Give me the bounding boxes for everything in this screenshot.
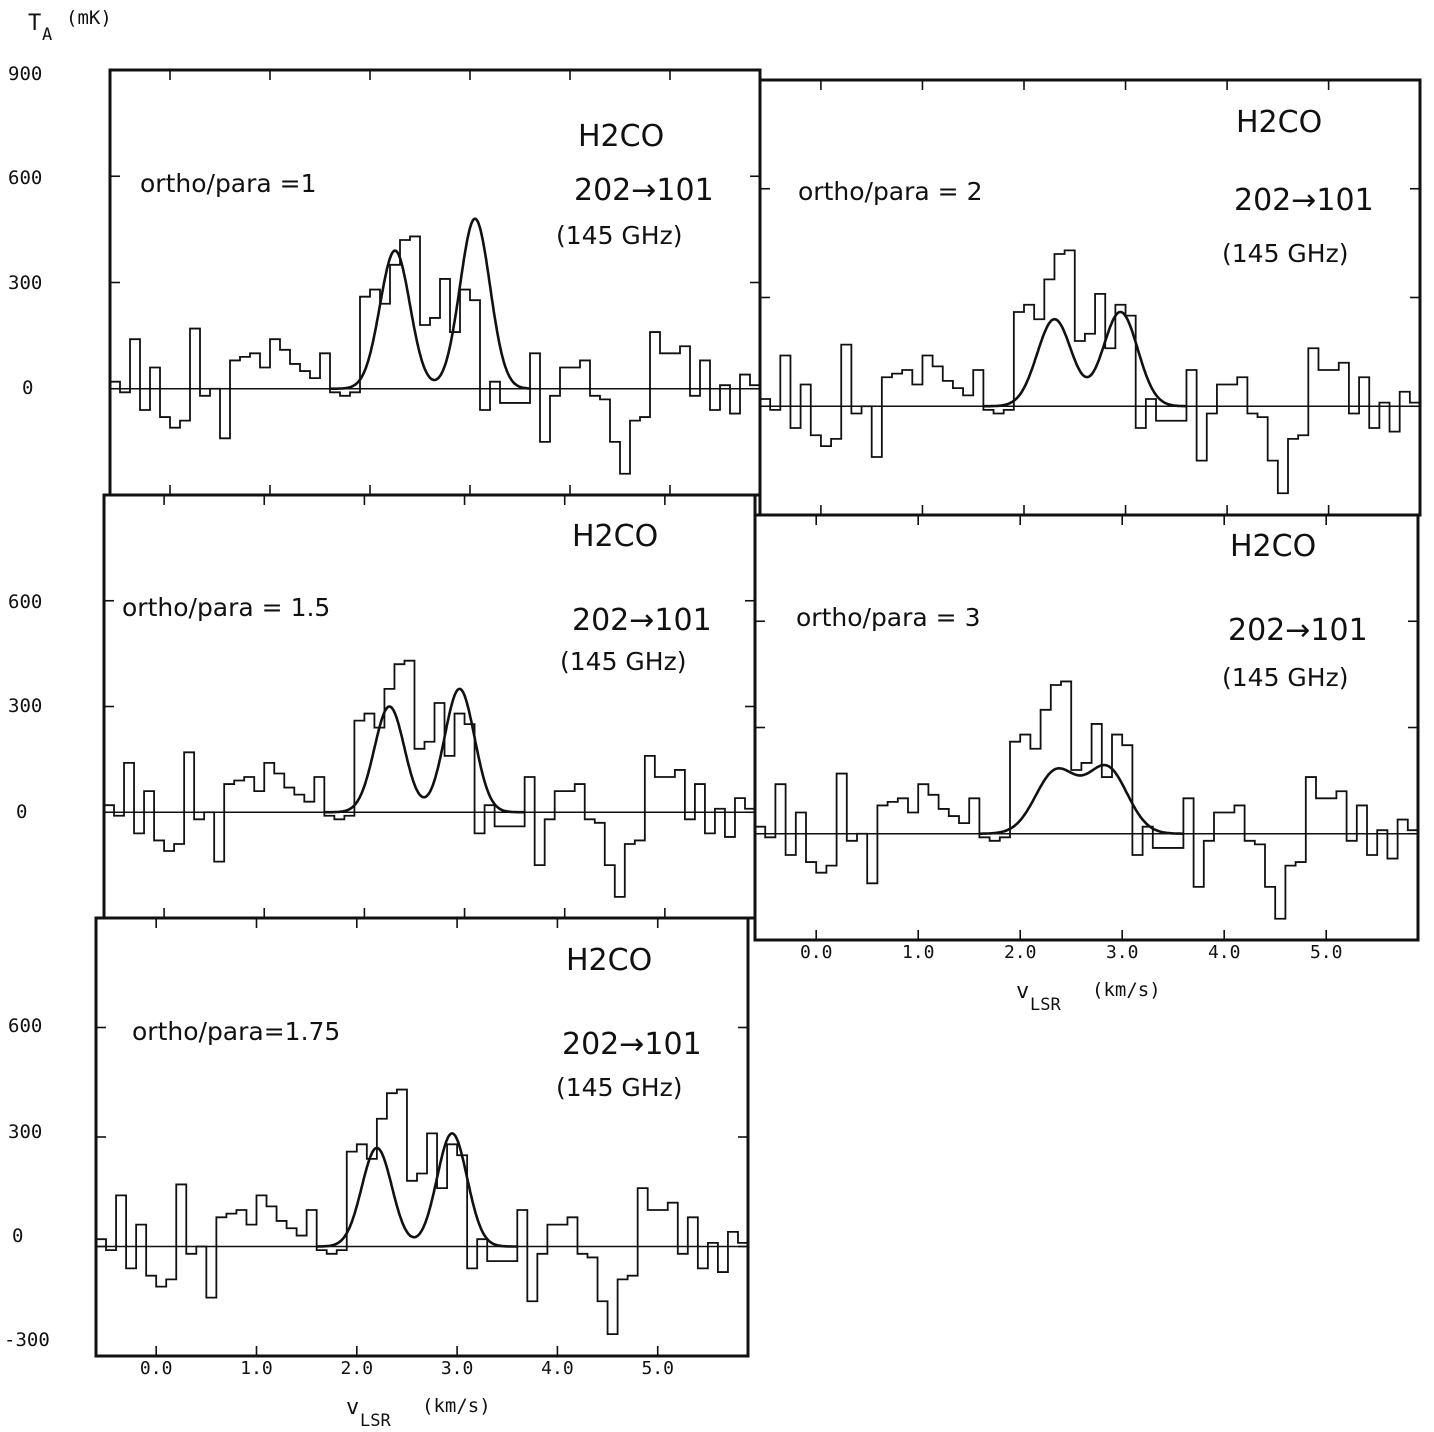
- transition-label: 202→101: [572, 603, 712, 638]
- x-axis-label-subscript-right: LSR: [1030, 995, 1061, 1015]
- fit-curve: [324, 687, 525, 814]
- fit-curve: [983, 310, 1187, 408]
- x-axis-unit-right: (km/s): [1092, 979, 1161, 1001]
- molecule-label: H2CO: [566, 943, 652, 978]
- y-tick-label: 0: [16, 801, 27, 823]
- y-tick-label: 600: [8, 591, 42, 613]
- fit-curve: [330, 217, 530, 390]
- panel-frame: [753, 513, 1420, 942]
- spectrum-panel: ortho/para = 1.5 H2CO 202→101 (145 GHz): [102, 493, 757, 920]
- panel-label: ortho/para = 1.5: [122, 593, 330, 622]
- y-tick-label: 0: [22, 377, 33, 399]
- x-tick-label: 4.0: [541, 1358, 574, 1379]
- x-tick-label: 5.0: [641, 1358, 674, 1379]
- x-tick-label: 2.0: [341, 1358, 374, 1379]
- x-tick-labels-right: 0.0 1.0 2.0 3.0 4.0 5.0: [800, 942, 1343, 963]
- fit-curve: [979, 763, 1184, 835]
- transition-label: 202→101: [574, 173, 714, 208]
- frequency-label: (145 GHz): [1222, 663, 1348, 692]
- panel-frame: [94, 916, 750, 1358]
- y-tick-label: 0: [12, 1225, 23, 1247]
- transition-label: 202→101: [562, 1027, 702, 1062]
- y-tick-label: 900: [8, 63, 42, 85]
- y-axis-unit: (mK): [66, 7, 112, 29]
- y-tick-label: -300: [4, 1329, 50, 1351]
- panel-label: ortho/para = 3: [796, 603, 980, 632]
- x-tick-label: 0.0: [800, 942, 833, 963]
- x-tick-label: 1.0: [240, 1358, 273, 1379]
- x-tick-label: 1.0: [902, 942, 935, 963]
- x-axis-unit-left: (km/s): [422, 1395, 491, 1417]
- y-tick-label: 300: [8, 272, 42, 294]
- panel-label: ortho/para =1: [140, 169, 317, 198]
- spectrum-panel: ortho/para = 2 H2CO 202→101 (145 GHz): [758, 78, 1422, 517]
- x-axis-label-subscript-left: LSR: [360, 1411, 391, 1431]
- transition-label: 202→101: [1234, 183, 1374, 218]
- panel-label: ortho/para=1.75: [132, 1017, 340, 1046]
- frequency-label: (145 GHz): [556, 1073, 682, 1102]
- x-tick-labels-left: 0.0 1.0 2.0 3.0 4.0 5.0: [140, 1358, 674, 1379]
- spectrum-panel: ortho/para =1 H2CO 202→101 (145 GHz): [108, 68, 762, 497]
- x-axis-label-left: v: [346, 1395, 359, 1420]
- y-tick-label: 600: [8, 167, 42, 189]
- frequency-label: (145 GHz): [1222, 239, 1348, 268]
- x-axis-label-right: v: [1016, 979, 1029, 1004]
- molecule-label: H2CO: [1230, 529, 1316, 564]
- panel-frame: [758, 78, 1422, 517]
- observed-spectrum: [110, 235, 760, 475]
- observed-spectrum: [96, 1088, 748, 1335]
- molecule-label: H2CO: [572, 519, 658, 554]
- x-tick-label: 3.0: [441, 1358, 474, 1379]
- y-tick-label: 300: [8, 1121, 42, 1143]
- frequency-label: (145 GHz): [560, 647, 686, 676]
- y-tick-label: 300: [8, 695, 42, 717]
- x-tick-label: 0.0: [140, 1358, 173, 1379]
- x-tick-label: 5.0: [1310, 942, 1343, 963]
- x-tick-label: 3.0: [1106, 942, 1139, 963]
- frequency-label: (145 GHz): [556, 221, 682, 250]
- spectrum-panel: ortho/para=1.75 H2CO 202→101 (145 GHz): [94, 916, 750, 1358]
- observed-spectrum: [760, 249, 1420, 495]
- fit-curve: [316, 1132, 518, 1248]
- y-axis-label-subscript: A: [42, 25, 52, 45]
- spectrum-panel: ortho/para = 3 H2CO 202→101 (145 GHz): [753, 513, 1420, 942]
- y-tick-label: 600: [8, 1015, 42, 1037]
- y-axis-label: T: [28, 11, 41, 36]
- panel-label: ortho/para = 2: [798, 177, 982, 206]
- x-tick-label: 2.0: [1004, 942, 1037, 963]
- transition-label: 202→101: [1228, 613, 1368, 648]
- observed-spectrum: [755, 680, 1418, 920]
- molecule-label: H2CO: [578, 119, 664, 154]
- x-tick-label: 4.0: [1208, 942, 1241, 963]
- observed-spectrum: [104, 659, 755, 898]
- molecule-label: H2CO: [1236, 105, 1322, 140]
- panel-frame: [102, 493, 757, 920]
